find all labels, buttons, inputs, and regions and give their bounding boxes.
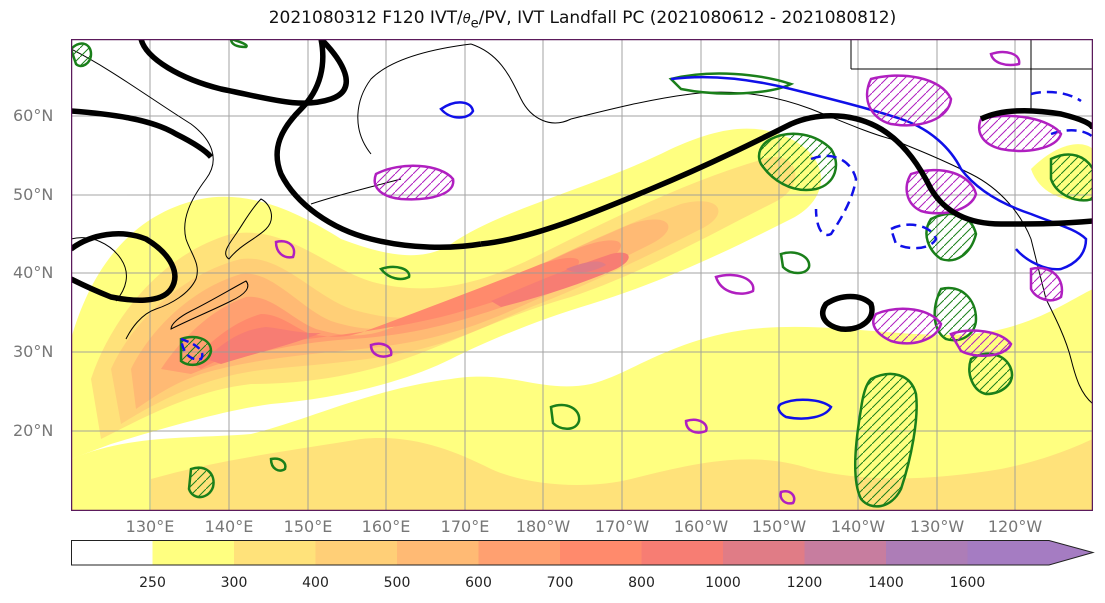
- colorbar-tick-label: 300: [220, 575, 248, 591]
- colorbar-cell: [967, 540, 1093, 565]
- colorbar-cell: [886, 540, 968, 565]
- ivt-shading: [71, 128, 1093, 511]
- colorbar-tick-label: 1200: [786, 575, 823, 591]
- black-contours: [71, 39, 1093, 332]
- colorbar-cell: [560, 540, 642, 565]
- lon-label-130e: 130°E: [125, 517, 175, 536]
- lat-label-60: 60°N: [13, 106, 54, 125]
- lon-label-150e: 150°E: [283, 517, 333, 536]
- colorbar-cell: [641, 540, 724, 565]
- lon-label-160w: 160°W: [673, 517, 729, 536]
- colorbar-cell: [234, 540, 316, 565]
- title-theta: θ: [462, 12, 471, 27]
- lon-label-130w: 130°W: [909, 517, 965, 536]
- ivt-800: [206, 327, 321, 364]
- lon-label-170w: 170°W: [594, 517, 650, 536]
- lat-label-40: 40°N: [13, 263, 54, 282]
- chart-title: 2021080312 F120 IVT/θe/PV, IVT Landfall …: [0, 8, 1105, 31]
- colorbar-tick-label: 800: [628, 575, 655, 591]
- colorbar-tick-label: 250: [139, 575, 166, 591]
- colorbar-tick-label: 700: [546, 575, 574, 591]
- map-frame: [71, 39, 1093, 511]
- colorbar-cell: [152, 540, 235, 565]
- colorbar-cell: [723, 540, 805, 565]
- colorbar-tick-label: 1600: [949, 575, 986, 591]
- lon-label-120w: 120°W: [987, 517, 1043, 536]
- lon-label-170e: 170°E: [440, 517, 490, 536]
- coastlines: [71, 39, 1093, 405]
- lat-label-50: 50°N: [13, 185, 54, 204]
- colorbar-tick-label: 600: [465, 575, 492, 591]
- colorbar-outline: [71, 540, 1095, 566]
- colorbar-tick-label: 1000: [705, 575, 741, 591]
- green-contours: [71, 39, 1093, 508]
- map-panel: [71, 39, 1093, 511]
- colorbar-tick-label: 1400: [868, 575, 904, 591]
- lon-label-180w: 180°W: [515, 517, 571, 536]
- lon-label-150w: 150°W: [751, 517, 807, 536]
- colorbar: [71, 540, 1095, 566]
- title-prefix: 2021080312 F120 IVT/: [268, 8, 463, 28]
- title-theta-sub: e: [470, 16, 479, 32]
- colorbar-cell: [397, 540, 479, 565]
- title-suffix: /PV, IVT Landfall PC (2021080612 - 20210…: [478, 8, 897, 28]
- lon-label-160e: 160°E: [361, 517, 411, 536]
- ivt-1000: [566, 261, 606, 273]
- lon-label-140e: 140°E: [204, 517, 254, 536]
- lon-label-140w: 140°W: [830, 517, 886, 536]
- lat-label-20: 20°N: [13, 421, 54, 440]
- lat-label-30: 30°N: [13, 342, 54, 361]
- colorbar-tick-label: 500: [383, 575, 411, 591]
- magenta-contours: [274, 50, 1064, 505]
- colorbar-cell: [804, 540, 887, 565]
- colorbar-cell: [71, 540, 153, 565]
- colorbar-cell: [315, 540, 398, 565]
- colorbar-tick-label: 400: [302, 575, 329, 591]
- blue-contours: [179, 75, 1093, 420]
- colorbar-cell: [478, 540, 561, 565]
